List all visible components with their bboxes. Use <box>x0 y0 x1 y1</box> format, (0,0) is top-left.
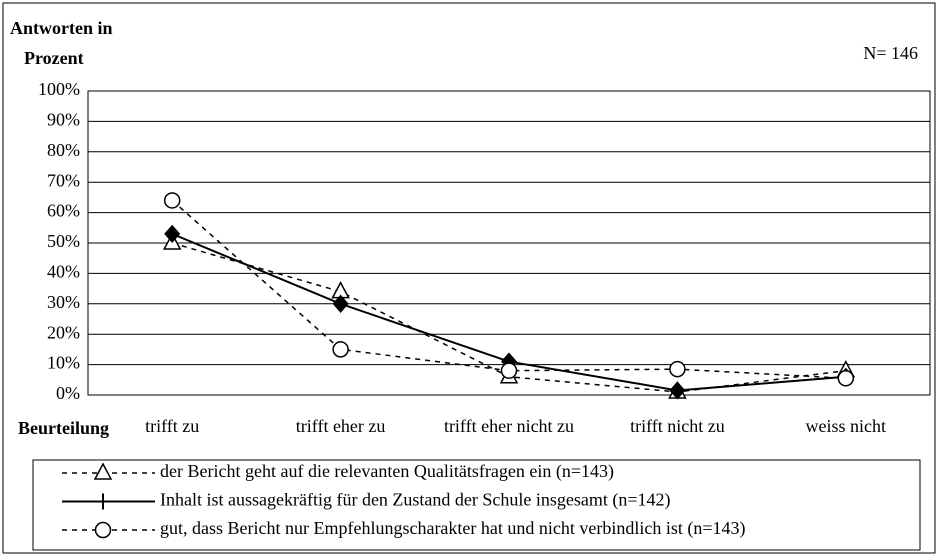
marker <box>669 360 686 378</box>
marker <box>164 224 181 244</box>
x-tick-label: trifft nicht zu <box>630 416 725 436</box>
y-tick-label: 100% <box>38 79 80 99</box>
marker <box>93 462 113 480</box>
y-axis-label: Prozent <box>24 48 84 68</box>
x-tick-label: trifft zu <box>145 416 199 436</box>
y-tick-label: 90% <box>47 110 80 130</box>
y-tick-label: 20% <box>47 322 80 342</box>
x-tick-label: trifft eher nicht zu <box>444 416 574 436</box>
y-tick-label: 50% <box>47 231 80 251</box>
series-line <box>171 199 846 380</box>
x-tick-label: trifft eher zu <box>296 416 386 436</box>
marker <box>332 294 349 313</box>
x-axis-label: Beurteilung <box>18 418 109 438</box>
marker <box>837 370 855 387</box>
x-tick-label: weiss nicht <box>806 416 887 436</box>
marker <box>332 341 349 358</box>
plot-area <box>87 90 931 396</box>
legend-label: der Bericht geht auf die relevanten Qual… <box>160 461 614 482</box>
y-axis-label: Antworten in <box>10 18 113 38</box>
marker <box>163 192 181 209</box>
y-tick-label: 60% <box>47 201 80 221</box>
legend-label: gut, dass Bericht nur Empfehlungscharakt… <box>160 518 746 539</box>
marker <box>94 521 112 539</box>
legend-box <box>32 459 921 551</box>
y-tick-label: 30% <box>47 292 80 312</box>
y-tick-label: 80% <box>47 140 80 160</box>
y-tick-label: 40% <box>47 262 80 282</box>
legend-label: Inhalt ist aussagekräftig für den Zustan… <box>160 490 671 511</box>
marker <box>669 381 686 400</box>
y-tick-label: 0% <box>56 383 80 403</box>
y-tick-label: 70% <box>47 170 80 190</box>
annotation: N= 146 <box>863 43 918 63</box>
marker <box>500 362 518 379</box>
y-tick-label: 10% <box>47 353 80 373</box>
